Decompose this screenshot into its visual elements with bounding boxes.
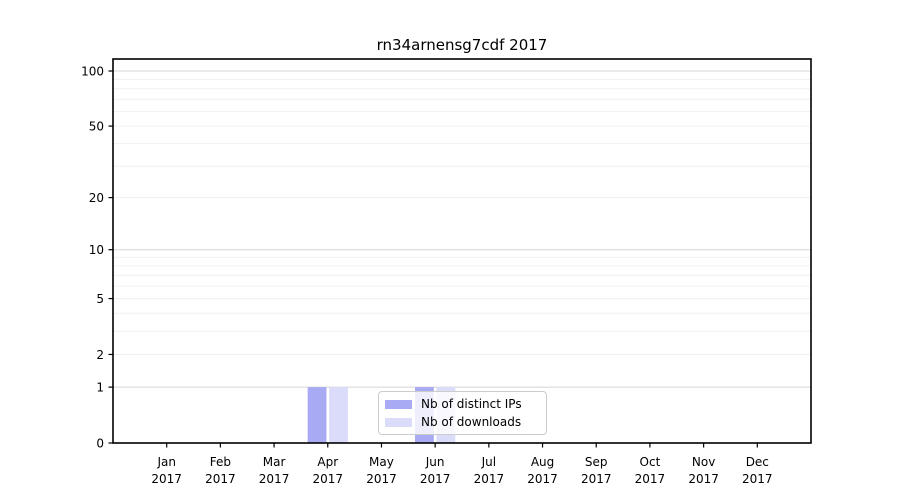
x-tick-label-month: Nov (692, 455, 715, 469)
x-tick-label-month: Dec (746, 455, 769, 469)
x-tick-label-year: 2017 (366, 472, 397, 486)
chart-title: rn34arnensg7cdf 2017 (376, 36, 548, 54)
x-tick-label-year: 2017 (205, 472, 236, 486)
x-tick-label-month: Sep (585, 455, 608, 469)
x-tick-label-year: 2017 (259, 472, 290, 486)
legend-item: Nb of downloads (385, 415, 539, 429)
x-tick-label-year: 2017 (635, 472, 666, 486)
x-tick-label-month: Jun (425, 455, 445, 469)
x-tick-label-month: Aug (531, 455, 554, 469)
bar-distinct-ips (307, 387, 327, 443)
y-tick-label: 2 (96, 348, 104, 362)
x-tick-label-month: May (369, 455, 394, 469)
y-tick-label: 50 (89, 120, 104, 134)
bar-downloads (329, 387, 348, 443)
x-tick-label-year: 2017 (742, 472, 773, 486)
x-tick-label-year: 2017 (527, 472, 558, 486)
legend-swatch-distinct-ips (385, 399, 412, 409)
x-tick-label-month: Apr (317, 455, 338, 469)
x-tick-label-year: 2017 (474, 472, 505, 486)
y-tick-label: 5 (96, 292, 104, 306)
x-tick-label-year: 2017 (420, 472, 451, 486)
y-tick-label: 0 (96, 437, 104, 451)
legend-label: Nb of distinct IPs (421, 397, 522, 411)
x-tick-label-month: Jul (481, 455, 496, 469)
legend-swatch-downloads (385, 417, 412, 427)
x-tick-label-month: Jan (156, 455, 176, 469)
y-tick-label: 10 (89, 243, 104, 257)
x-tick-label-year: 2017 (312, 472, 343, 486)
y-tick-label: 100 (81, 65, 104, 79)
x-tick-label-year: 2017 (581, 472, 612, 486)
x-tick-label-year: 2017 (151, 472, 182, 486)
x-tick-label-year: 2017 (688, 472, 719, 486)
legend: Nb of distinct IPs Nb of downloads (378, 391, 547, 435)
y-tick-label: 20 (89, 191, 104, 205)
x-tick-label-month: Mar (263, 455, 286, 469)
x-tick-label-month: Oct (640, 455, 661, 469)
legend-item: Nb of distinct IPs (385, 397, 539, 411)
plot-border (112, 58, 812, 444)
x-tick-label-month: Feb (210, 455, 231, 469)
legend-label: Nb of downloads (421, 415, 522, 429)
y-tick-label: 1 (96, 381, 104, 395)
